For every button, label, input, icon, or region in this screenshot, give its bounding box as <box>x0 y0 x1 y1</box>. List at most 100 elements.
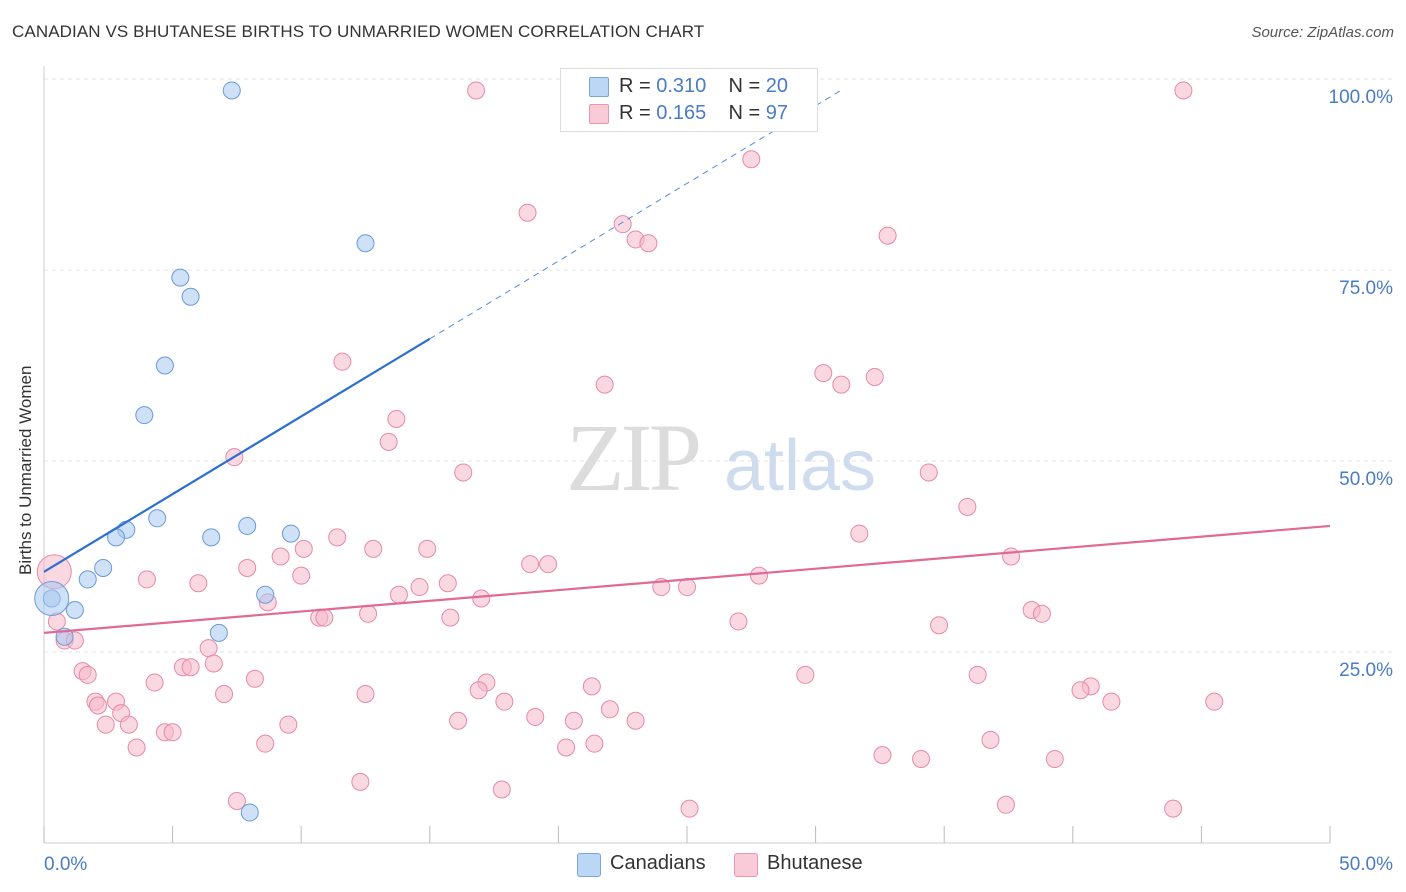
canadians-point <box>135 406 154 425</box>
legend-swatch-canadians <box>589 77 609 97</box>
bottom-legend-swatch-canadians <box>577 853 601 877</box>
bhutanese-point <box>356 685 375 704</box>
bhutanese-point <box>245 669 264 688</box>
bhutanese-point <box>199 639 218 658</box>
legend-row-bhutanese: R = 0.165 N = 97 <box>619 101 788 125</box>
canadians-point <box>256 585 275 604</box>
bhutanese-point <box>595 375 614 394</box>
bhutanese-point <box>585 734 604 753</box>
bhutanese-point <box>271 547 290 566</box>
bhutanese-point <box>449 711 468 730</box>
canadians-point <box>94 558 113 577</box>
bhutanese-point <box>1045 749 1064 768</box>
bhutanese-point <box>359 604 378 623</box>
bhutanese-point <box>518 203 537 222</box>
bhutanese-point <box>600 700 619 719</box>
chart-title: CANADIAN VS BHUTANESE BIRTHS TO UNMARRIE… <box>12 22 705 41</box>
bhutanese-point <box>294 539 313 558</box>
bhutanese-point <box>639 234 658 253</box>
bhutanese-point <box>389 585 408 604</box>
canadians-point <box>281 524 300 543</box>
bhutanese-point <box>137 570 156 589</box>
legend-r-label: R = <box>619 74 651 97</box>
bhutanese-point <box>96 715 115 734</box>
bhutanese-point <box>89 696 108 715</box>
legend-n-label: N = <box>728 74 761 97</box>
x-tick-min: 0.0% <box>44 854 87 875</box>
bhutanese-point <box>750 566 769 585</box>
watermark: ZIP atlas <box>566 404 876 511</box>
legend-n-label: N = <box>728 101 761 124</box>
bhutanese-point <box>227 791 246 810</box>
canadians-point <box>356 234 375 253</box>
bhutanese-point <box>968 665 987 684</box>
bhutanese-point <box>441 608 460 627</box>
bhutanese-point <box>680 799 699 818</box>
bhutanese-point <box>454 463 473 482</box>
bhutanese-point <box>495 692 514 711</box>
bhutanese-point <box>364 539 383 558</box>
bhutanese-point <box>742 150 761 169</box>
bhutanese-point <box>467 81 486 100</box>
bhutanese-point <box>256 734 275 753</box>
bhutanese-points <box>36 81 1224 818</box>
bhutanese-point <box>958 497 977 516</box>
legend-swatch-bhutanese <box>589 104 609 124</box>
canadians-point <box>222 81 241 100</box>
bhutanese-point <box>78 665 97 684</box>
y-tick-label: 75.0% <box>1339 278 1393 299</box>
bhutanese-point <box>189 574 208 593</box>
bhutanese-point <box>729 612 748 631</box>
x-tick-max: 50.0% <box>1339 854 1393 875</box>
canadians-point <box>209 623 228 642</box>
canadians-point <box>238 516 257 535</box>
bhutanese-point <box>564 711 583 730</box>
legend-r-value: 0.165 <box>656 101 707 124</box>
bhutanese-point <box>181 658 200 677</box>
trend-lines <box>43 89 1331 634</box>
bhutanese-point <box>981 730 1000 749</box>
axes <box>43 66 1331 844</box>
bhutanese-point <box>315 608 334 627</box>
bhutanese-point <box>796 665 815 684</box>
bhutanese-point <box>492 780 511 799</box>
chart-source: Source: ZipAtlas.com <box>1251 24 1394 41</box>
bhutanese-point <box>996 795 1015 814</box>
bhutanese-point <box>418 539 437 558</box>
bhutanese-point <box>626 711 645 730</box>
bhutanese-point <box>1164 799 1183 818</box>
legend-row-canadians: R = 0.310 N = 20 <box>619 74 788 98</box>
canadians-point <box>155 356 174 375</box>
bhutanese-point <box>292 566 311 585</box>
canadians-point <box>202 528 221 547</box>
bhutanese-point <box>1205 692 1224 711</box>
y-tick-label: 100.0% <box>1329 87 1394 108</box>
bhutanese-point <box>814 364 833 383</box>
bhutanese-point <box>930 616 949 635</box>
bhutanese-point <box>472 589 491 608</box>
bhutanese-point <box>333 352 352 371</box>
bhutanese-point <box>328 528 347 547</box>
legend: R = 0.310 N = 20 R = 0.165 N = 97 <box>560 68 818 132</box>
bhutanese-point <box>526 707 545 726</box>
watermark-atlas: atlas <box>724 426 876 506</box>
bhutanese-point <box>832 375 851 394</box>
bhutanese-point <box>351 772 370 791</box>
bhutanese-point <box>919 463 938 482</box>
bhutanese-point <box>145 673 164 692</box>
bhutanese-point <box>204 654 223 673</box>
canadians-point <box>65 600 84 619</box>
bhutanese-point <box>873 746 892 765</box>
bhutanese-point <box>119 715 138 734</box>
watermark-zip: ZIP <box>566 404 699 511</box>
bottom-legend-bhutanese: Bhutanese <box>767 852 863 874</box>
bhutanese-point <box>279 715 298 734</box>
y-axis-label: Births to Unmarried Women <box>16 365 35 575</box>
bhutanese-point <box>1032 604 1051 623</box>
bhutanese-point <box>163 723 182 742</box>
bhutanese-point <box>878 226 897 245</box>
bhutanese-point <box>215 685 234 704</box>
bhutanese-trend-line <box>43 524 1331 634</box>
bhutanese-point <box>539 555 558 574</box>
